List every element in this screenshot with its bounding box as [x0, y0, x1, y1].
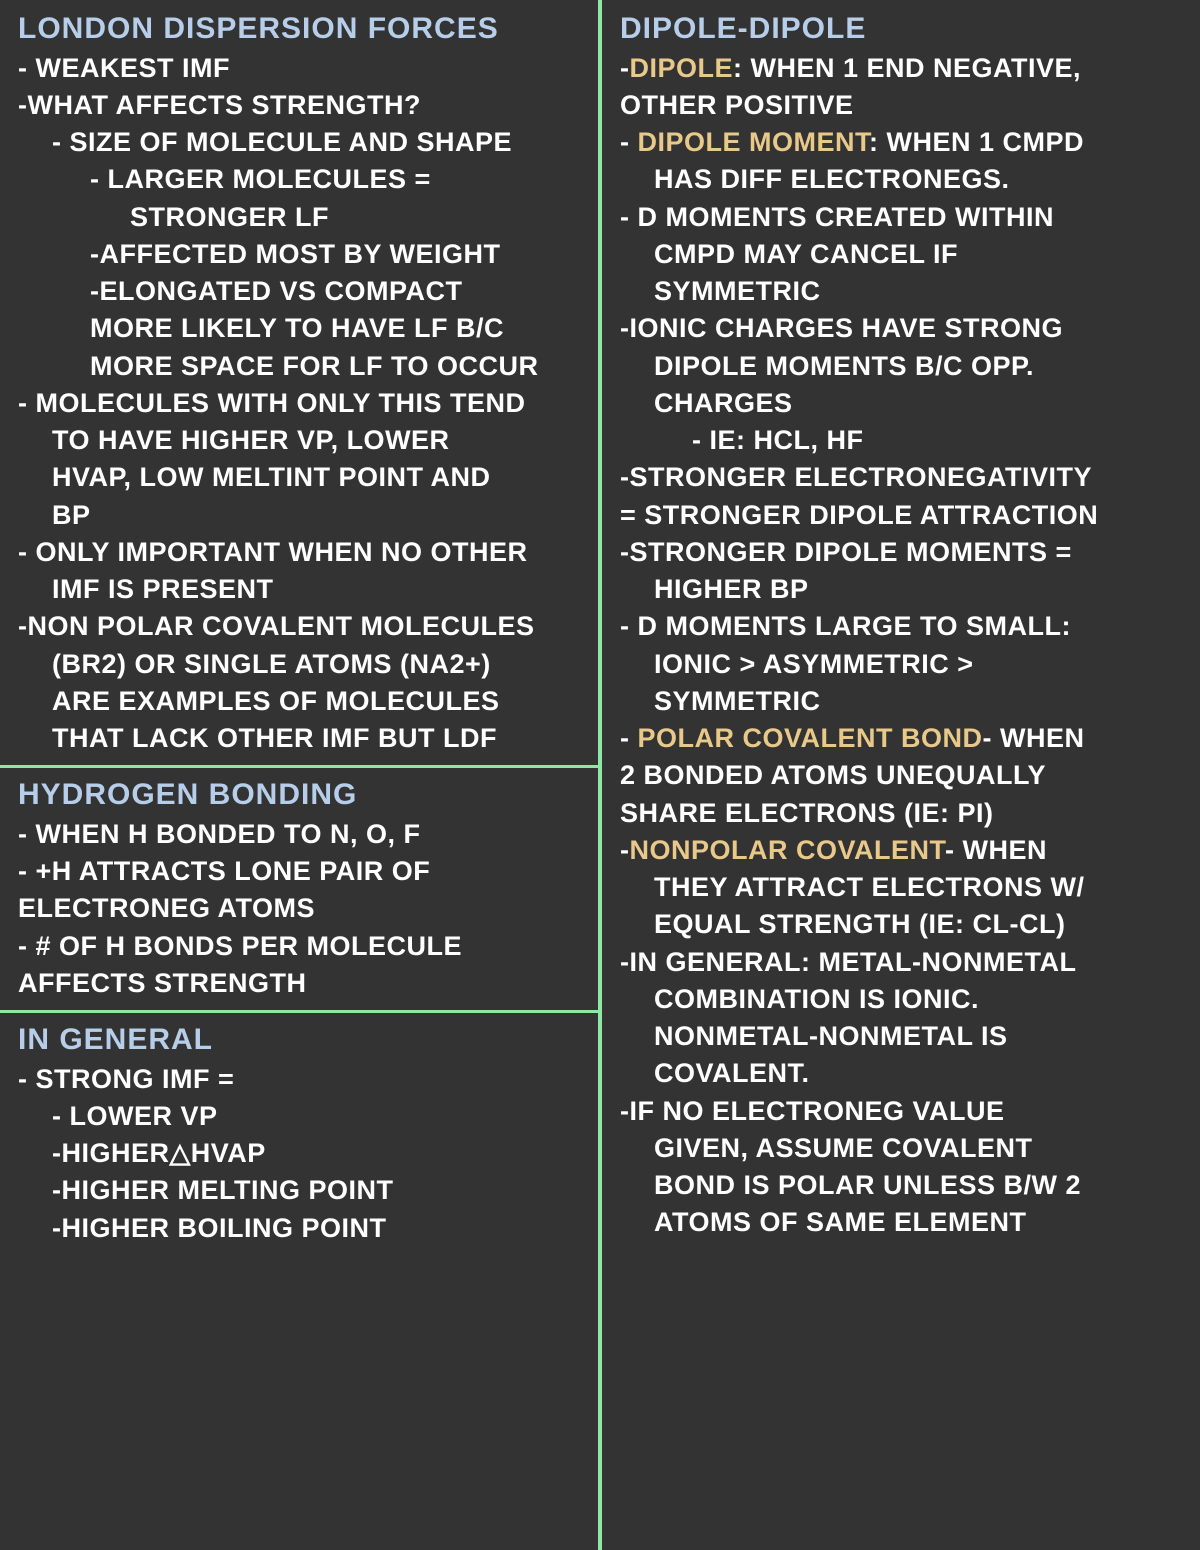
text-line: -ionic charges have strong: [620, 310, 1182, 347]
text-line: -elongated vs compact: [18, 273, 580, 310]
text-line: symmetric: [620, 683, 1182, 720]
text-line: -dipole: when 1 end negative,: [620, 50, 1182, 87]
text-line: affects strength: [18, 965, 580, 1002]
text-line: stronger LF: [18, 199, 580, 236]
text-line: - polar covalent bond- when: [620, 720, 1182, 757]
section-dipole: Dipole-Dipole -dipole: when 1 end negati…: [620, 10, 1182, 1242]
dipole-title: Dipole-Dipole: [620, 10, 1182, 48]
text-line: -non polar covalent molecules: [18, 608, 580, 645]
text-line: to have higher VP, lower: [18, 422, 580, 459]
text-line: - dipole moment: when 1 cmpd: [620, 124, 1182, 161]
section-hbond: Hydrogen Bonding - when H bonded to N, O…: [18, 776, 580, 1002]
text-line: combination is ionic.: [620, 981, 1182, 1018]
text-line: -what affects strength?: [18, 87, 580, 124]
text-line: dipole moments b/c opp.: [620, 348, 1182, 385]
text-line: - larger molecules =: [18, 161, 580, 198]
text-line: -higher boiling point: [18, 1210, 580, 1247]
text-line: -if no electroneg value: [620, 1093, 1182, 1130]
text-line: that lack other IMF but LDF: [18, 720, 580, 757]
general-title: In General: [18, 1021, 580, 1059]
text-line: -in general: metal-nonmetal: [620, 944, 1182, 981]
text-line: -stronger dipole moments =: [620, 534, 1182, 571]
dipole-body: -dipole: when 1 end negative,other posit…: [620, 50, 1182, 1242]
text-line: they attract electrons w/: [620, 869, 1182, 906]
text-line: IMF is present: [18, 571, 580, 608]
text-line: electroneg atoms: [18, 890, 580, 927]
text-line: -stronger electronegativity: [620, 459, 1182, 496]
text-line: - # of H bonds per molecule: [18, 928, 580, 965]
text-line: -nonpolar covalent- when: [620, 832, 1182, 869]
page: London Dispersion Forces - weakest IMF-w…: [0, 0, 1200, 1550]
right-column: Dipole-Dipole -dipole: when 1 end negati…: [598, 0, 1200, 1550]
general-body: - strong IMF =- lower VP-higher△Hvap-hig…: [18, 1061, 580, 1247]
hbond-body: - when H bonded to N, O, F- +H attracts …: [18, 816, 580, 1002]
text-line: nonmetal-nonmetal is: [620, 1018, 1182, 1055]
text-line: - size of molecule and shape: [18, 124, 580, 161]
text-line: atoms of same element: [620, 1204, 1182, 1241]
text-line: other positive: [620, 87, 1182, 124]
divider-2: [0, 1010, 598, 1013]
text-line: = stronger dipole attraction: [620, 497, 1182, 534]
text-line: higher BP: [620, 571, 1182, 608]
divider-1: [0, 765, 598, 768]
text-line: more space for LF to occur: [18, 348, 580, 385]
text-line: - D moments large to small:: [620, 608, 1182, 645]
text-line: Hvap, low meltint point and: [18, 459, 580, 496]
text-line: symmetric: [620, 273, 1182, 310]
text-line: has diff electronegs.: [620, 161, 1182, 198]
section-general: In General - strong IMF =- lower VP-high…: [18, 1021, 580, 1247]
hbond-title: Hydrogen Bonding: [18, 776, 580, 814]
text-line: - +H attracts lone pair of: [18, 853, 580, 890]
ldf-body: - weakest IMF-what affects strength?- si…: [18, 50, 580, 758]
text-line: -affected most by weight: [18, 236, 580, 273]
text-line: -higher△Hvap: [18, 1135, 580, 1172]
text-line: -higher melting point: [18, 1172, 580, 1209]
text-line: - molecules with only this tend: [18, 385, 580, 422]
text-line: - lower VP: [18, 1098, 580, 1135]
text-line: more likely to have LF b/c: [18, 310, 580, 347]
text-line: bond is polar unless b/w 2: [620, 1167, 1182, 1204]
text-line: BP: [18, 497, 580, 534]
text-line: - weakest IMF: [18, 50, 580, 87]
text-line: equal strength (ie: Cl-Cl): [620, 906, 1182, 943]
text-line: share electrons (ie: PI): [620, 795, 1182, 832]
text-line: - ie: HCl, HF: [620, 422, 1182, 459]
text-line: charges: [620, 385, 1182, 422]
text-line: - D moments created within: [620, 199, 1182, 236]
text-line: 2 bonded atoms unequally: [620, 757, 1182, 794]
text-line: (Br2) or single atoms (Na2+): [18, 646, 580, 683]
text-line: given, assume covalent: [620, 1130, 1182, 1167]
left-column: London Dispersion Forces - weakest IMF-w…: [0, 0, 598, 1550]
text-line: - only important when no other: [18, 534, 580, 571]
text-line: ionic > asymmetric >: [620, 646, 1182, 683]
text-line: - when H bonded to N, O, F: [18, 816, 580, 853]
ldf-title: London Dispersion Forces: [18, 10, 580, 48]
text-line: cmpd may cancel if: [620, 236, 1182, 273]
text-line: - strong IMF =: [18, 1061, 580, 1098]
text-line: are examples of molecules: [18, 683, 580, 720]
text-line: covalent.: [620, 1055, 1182, 1092]
section-ldf: London Dispersion Forces - weakest IMF-w…: [18, 10, 580, 757]
